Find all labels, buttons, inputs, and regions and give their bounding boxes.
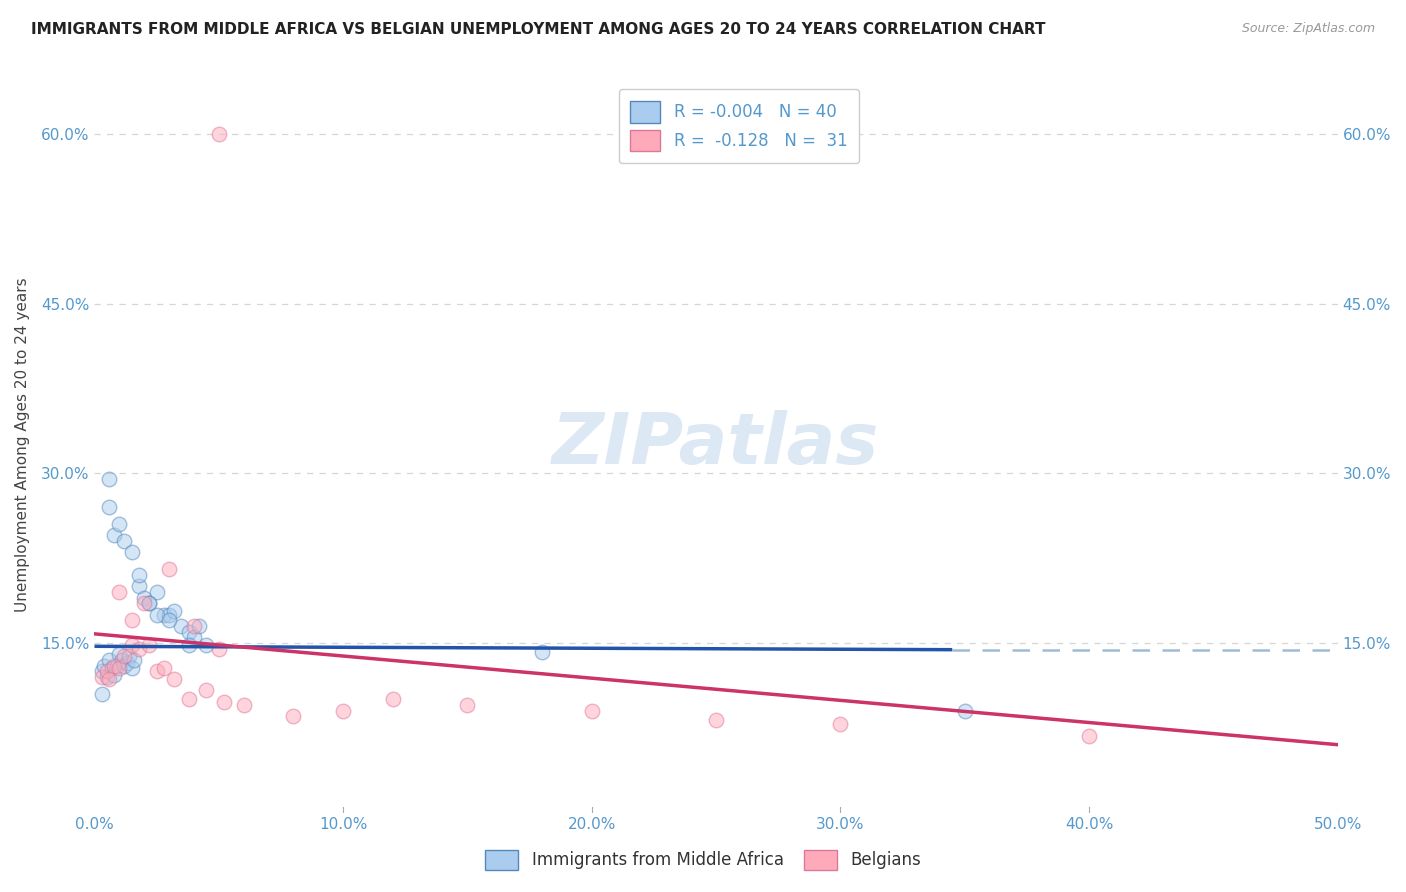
Point [93, 658, 115, 673]
Point [195, 638, 218, 652]
Point [177, 692, 200, 706]
Point [101, 661, 124, 675]
Point [208, 641, 231, 656]
Point [121, 638, 143, 652]
Point [98, 653, 121, 667]
Point [163, 672, 186, 686]
Point [157, 613, 180, 627]
Point [105, 658, 128, 673]
Point [953, 704, 976, 718]
Y-axis label: Unemployment Among Ages 20 to 24 years: Unemployment Among Ages 20 to 24 years [15, 277, 30, 612]
Point [122, 653, 145, 667]
Point [145, 664, 167, 678]
Point [157, 607, 180, 622]
Point [145, 607, 167, 622]
Point [96, 670, 118, 684]
Point [134, 591, 156, 605]
Point [153, 607, 176, 622]
Point [1078, 729, 1101, 743]
Point [112, 658, 135, 673]
Point [121, 661, 143, 675]
Point [98, 500, 121, 515]
Point [103, 528, 125, 542]
Point [112, 649, 135, 664]
Point [170, 619, 193, 633]
Point [283, 709, 305, 723]
Point [530, 645, 553, 659]
Point [112, 534, 135, 549]
Point [212, 695, 235, 709]
Point [118, 649, 141, 664]
Point [121, 613, 143, 627]
Text: IMMIGRANTS FROM MIDDLE AFRICA VS BELGIAN UNEMPLOYMENT AMONG AGES 20 TO 24 YEARS : IMMIGRANTS FROM MIDDLE AFRICA VS BELGIAN… [31, 22, 1046, 37]
Point [90, 664, 112, 678]
Point [103, 658, 125, 673]
Point [208, 127, 231, 141]
Point [108, 647, 131, 661]
Point [157, 562, 180, 576]
Point [138, 638, 160, 652]
Point [108, 517, 131, 532]
Point [138, 596, 160, 610]
Point [456, 698, 478, 712]
Legend: R = -0.004   N = 40, R =  -0.128   N =  31: R = -0.004 N = 40, R = -0.128 N = 31 [619, 89, 859, 163]
Point [187, 619, 209, 633]
Point [153, 661, 176, 675]
Point [128, 641, 150, 656]
Point [108, 585, 131, 599]
Point [96, 664, 118, 678]
Point [128, 579, 150, 593]
Point [90, 670, 112, 684]
Point [183, 630, 205, 644]
Point [128, 568, 150, 582]
Point [177, 638, 200, 652]
Legend: Immigrants from Middle Africa, Belgians: Immigrants from Middle Africa, Belgians [478, 843, 928, 877]
Point [581, 704, 603, 718]
Point [232, 698, 254, 712]
Point [381, 692, 404, 706]
Point [830, 717, 852, 731]
Point [111, 653, 134, 667]
Point [163, 604, 186, 618]
Point [121, 545, 143, 559]
Point [108, 661, 131, 675]
Point [332, 704, 354, 718]
Point [183, 619, 205, 633]
Point [103, 667, 125, 681]
Point [98, 472, 121, 486]
Point [134, 596, 156, 610]
Point [98, 672, 121, 686]
Point [195, 683, 218, 698]
Text: Source: ZipAtlas.com: Source: ZipAtlas.com [1241, 22, 1375, 36]
Point [145, 585, 167, 599]
Point [138, 596, 160, 610]
Point [90, 687, 112, 701]
Point [704, 713, 727, 727]
Text: ZIPatlas: ZIPatlas [553, 410, 880, 480]
Point [177, 624, 200, 639]
Point [115, 657, 138, 671]
